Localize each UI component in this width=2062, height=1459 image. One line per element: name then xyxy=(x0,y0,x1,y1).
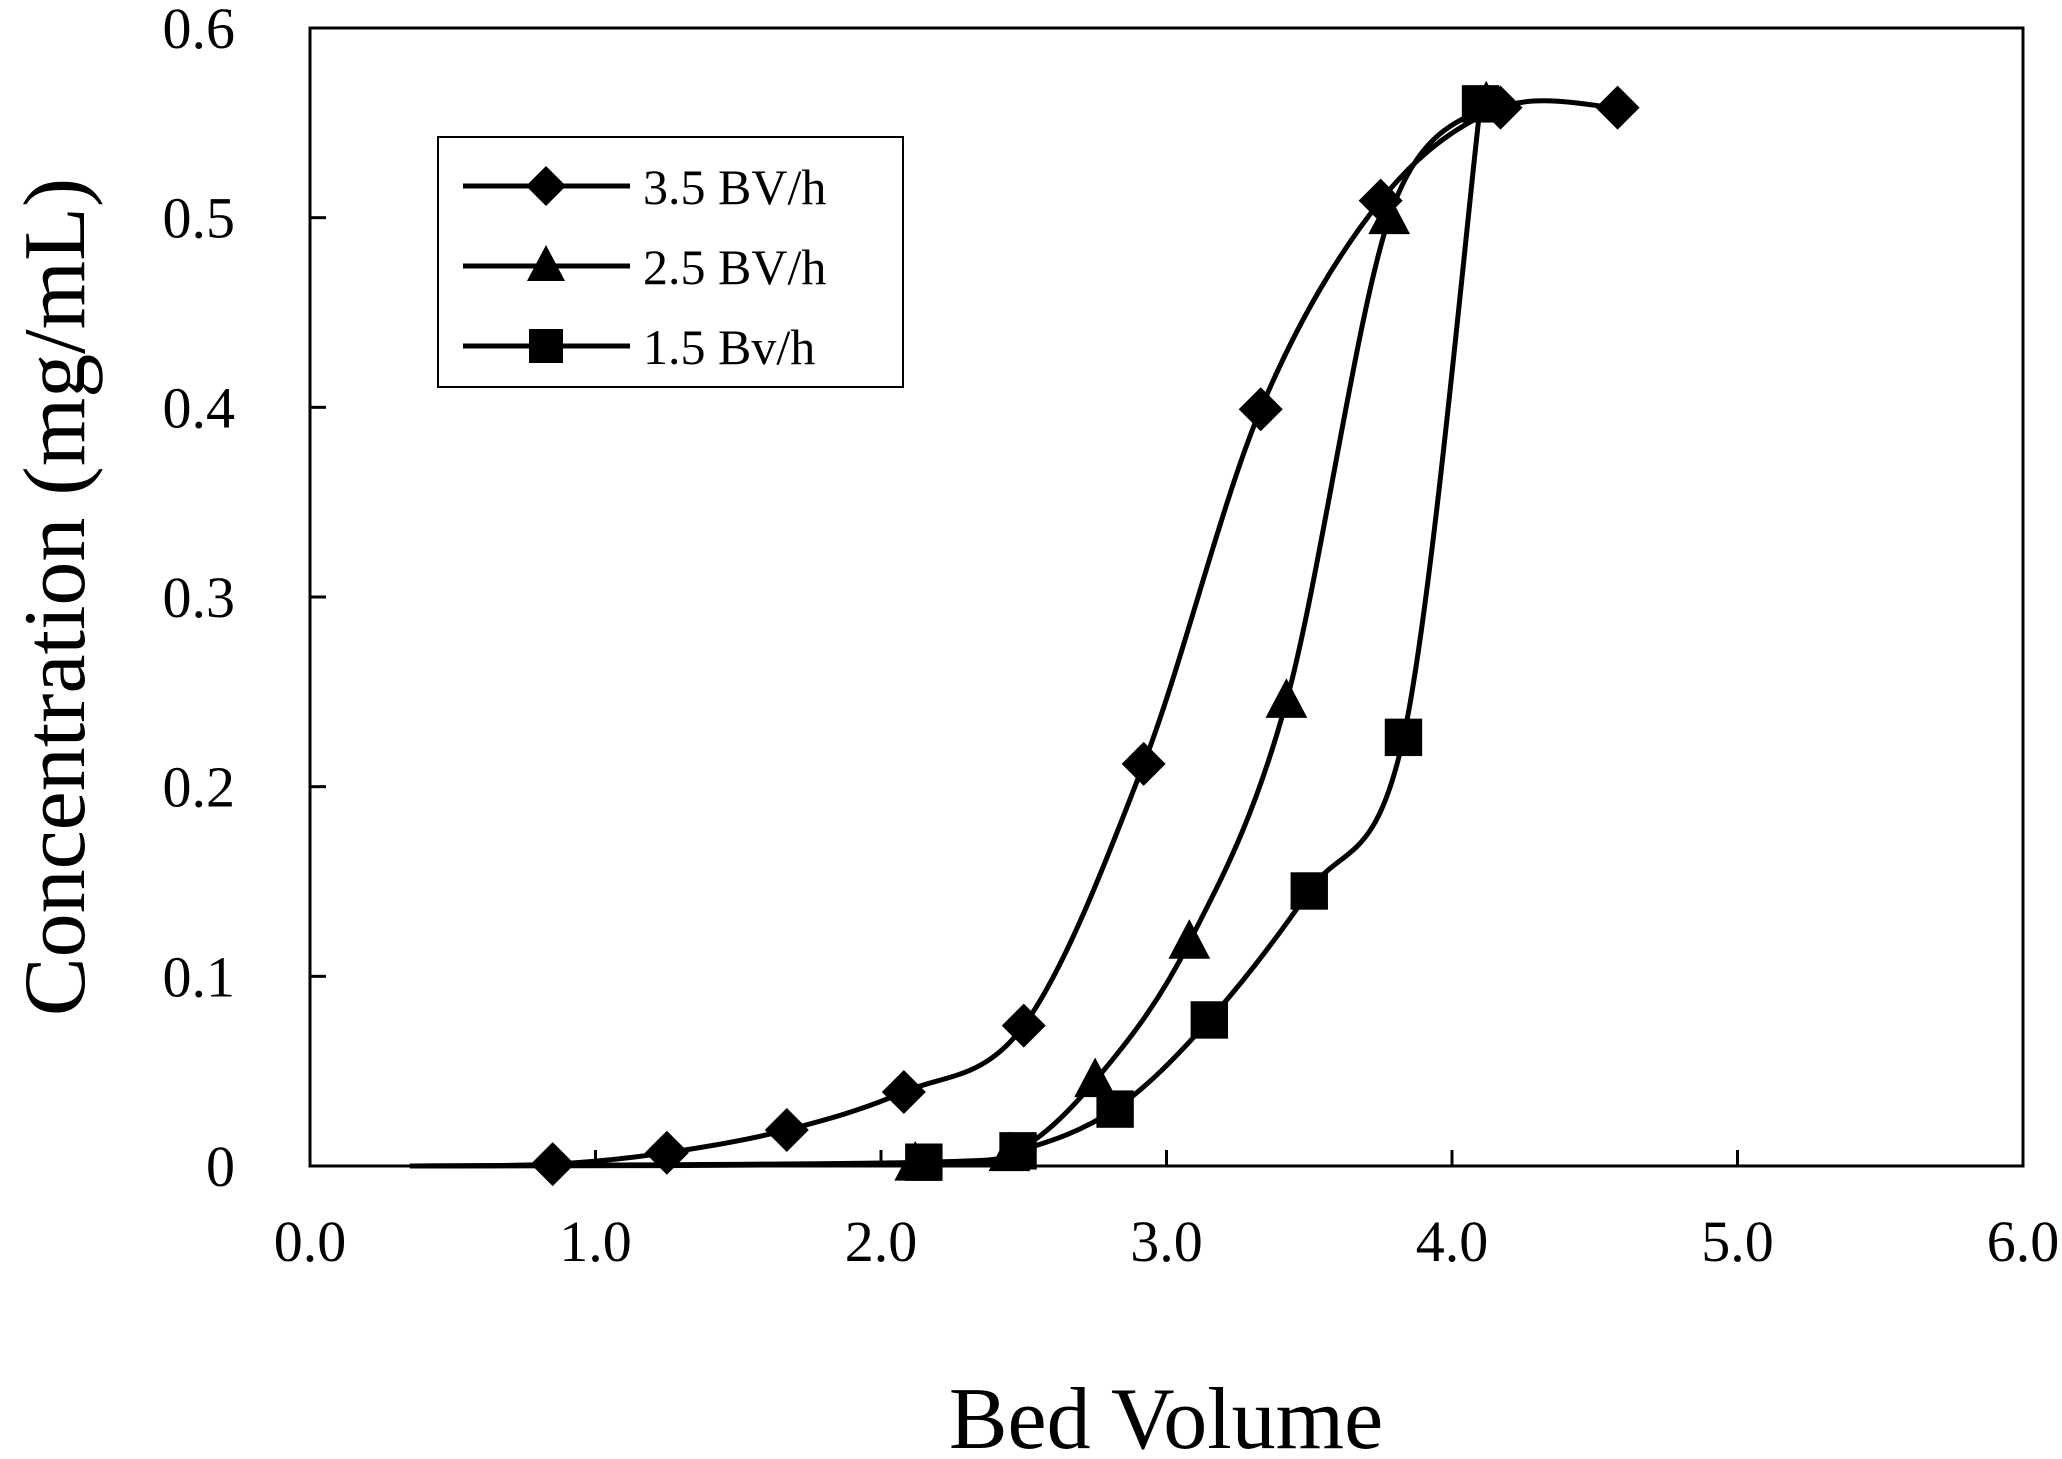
data-point-square xyxy=(1096,1090,1134,1128)
data-point-square xyxy=(1290,872,1328,910)
legend-item: 1.5 Bv/h xyxy=(463,319,815,375)
legend-item: 3.5 BV/h xyxy=(463,159,826,215)
x-tick-label: 6.0 xyxy=(1987,1209,2060,1274)
x-tick-label: 0.0 xyxy=(274,1209,347,1274)
legend-marker-diamond xyxy=(526,166,566,206)
y-tick-label: 0.6 xyxy=(163,0,236,61)
data-point-diamond xyxy=(881,1070,926,1115)
x-tick-label: 2.0 xyxy=(845,1209,918,1274)
x-tick-label: 5.0 xyxy=(1701,1209,1774,1274)
data-point-square xyxy=(905,1143,943,1181)
series-layer xyxy=(409,80,1640,1187)
x-tick-label: 3.0 xyxy=(1130,1209,1203,1274)
data-point-square xyxy=(1190,1001,1229,1039)
legend-marker-square xyxy=(529,329,563,363)
y-tick-label: 0.5 xyxy=(163,186,236,251)
x-axis-title: Bed Volume xyxy=(949,1371,1383,1459)
axis-ticks: 0.0 1.0 2.0 3.0 4.0 5.0 6.0 0 0.1 0.2 0.3 0.4 0.5 0.6 xyxy=(163,0,2060,1274)
legend-label: 1.5 Bv/h xyxy=(643,319,815,375)
legend-label: 3.5 BV/h xyxy=(643,159,826,215)
x-tick-label: 4.0 xyxy=(1416,1209,1489,1274)
data-point-triangle xyxy=(1074,1057,1117,1098)
legend-marker-triangle xyxy=(527,245,565,281)
data-point-triangle xyxy=(1265,678,1308,718)
legend: 3.5 BV/h 2.5 BV/h 1.5 Bv/h xyxy=(437,136,904,388)
legend-label: 2.5 BV/h xyxy=(643,239,826,295)
data-point-diamond xyxy=(764,1107,809,1152)
y-tick-label: 0.1 xyxy=(163,944,236,1009)
y-tick-label: 0.3 xyxy=(163,565,236,630)
series-line xyxy=(409,103,1483,1169)
data-point-diamond xyxy=(1595,85,1640,130)
data-point-triangle xyxy=(1368,194,1411,235)
data-point-diamond xyxy=(1238,387,1283,432)
data-point-diamond xyxy=(1121,741,1166,786)
data-point-square xyxy=(1384,718,1423,757)
data-point-diamond xyxy=(1001,1003,1046,1048)
series-1-5-bv-h xyxy=(409,85,1500,1181)
y-tick-label: 0.2 xyxy=(163,755,236,820)
y-tick-label: 0 xyxy=(206,1134,235,1199)
y-tick-label: 0.4 xyxy=(163,375,236,440)
data-point-square xyxy=(1461,85,1500,123)
legend-item: 2.5 BV/h xyxy=(463,239,826,295)
y-axis-title: Concentration (mg/mL) xyxy=(7,178,104,1016)
data-point-triangle xyxy=(1168,919,1211,959)
x-tick-label: 1.0 xyxy=(559,1209,632,1274)
data-point-square xyxy=(999,1132,1037,1170)
